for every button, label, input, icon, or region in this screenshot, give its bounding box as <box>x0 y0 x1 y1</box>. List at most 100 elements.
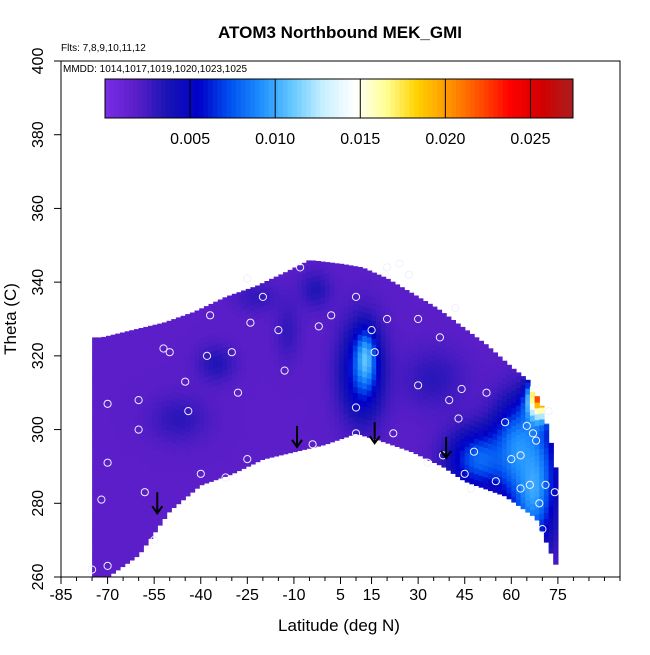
observation-point <box>501 418 510 427</box>
heatmap-cell <box>269 278 275 281</box>
heatmap-cell <box>432 397 438 404</box>
heatmap-cell <box>469 407 475 414</box>
heatmap-cell <box>120 489 126 497</box>
heatmap-cell <box>329 323 335 331</box>
heatmap-cell <box>106 570 112 577</box>
heatmap-cell <box>334 263 340 270</box>
heatmap-cell <box>478 357 484 364</box>
heatmap-cell <box>292 398 298 405</box>
heatmap-cell <box>399 377 405 384</box>
heatmap-cell <box>96 476 102 484</box>
heatmap-cell <box>129 495 135 502</box>
heatmap-cell <box>311 388 317 395</box>
heatmap-cell <box>185 431 191 438</box>
heatmap-cell <box>502 448 508 455</box>
heatmap-cell <box>325 343 331 350</box>
heatmap-cell <box>208 475 214 482</box>
heatmap-cell <box>259 447 266 455</box>
heatmap-cell <box>529 397 536 404</box>
heatmap-cell <box>166 320 172 324</box>
heatmap-cell <box>287 375 293 383</box>
heatmap-cell <box>441 384 447 391</box>
heatmap-cell <box>390 415 396 422</box>
heatmap-cell <box>432 368 438 375</box>
colorbar-segment <box>348 79 354 118</box>
heatmap-cell <box>148 420 154 427</box>
heatmap-cell <box>134 533 140 540</box>
heatmap-cell <box>222 340 228 348</box>
heatmap-cell <box>464 387 470 395</box>
heatmap-cell <box>399 324 405 331</box>
heatmap-cell <box>497 381 503 389</box>
heatmap-cell <box>227 350 233 358</box>
heatmap-cell <box>390 338 396 346</box>
heatmap-cell <box>96 470 102 478</box>
heatmap-cell <box>446 358 452 365</box>
heatmap-cell <box>492 450 498 458</box>
heatmap-cell <box>92 512 98 519</box>
heatmap-cell <box>203 353 210 360</box>
heatmap-cell <box>124 551 130 558</box>
heatmap-cell <box>287 399 293 406</box>
heatmap-cell <box>203 459 210 466</box>
heatmap-cell <box>227 339 233 346</box>
observation-point <box>466 484 475 493</box>
heatmap-cell <box>478 422 484 429</box>
y-tick-label: 280 <box>30 490 47 517</box>
colorbar-segment <box>114 79 120 118</box>
heatmap-cell <box>283 406 289 413</box>
heatmap-cell <box>222 411 228 418</box>
heatmap-cell <box>399 442 405 449</box>
heatmap-cell <box>334 375 340 382</box>
heatmap-cell <box>399 406 405 414</box>
heatmap-cell <box>278 401 284 409</box>
heatmap-cell <box>227 386 233 393</box>
heatmap-cell <box>245 330 252 337</box>
heatmap-cell <box>185 389 191 397</box>
colorbar-segment <box>526 79 532 118</box>
heatmap-cell <box>520 443 526 451</box>
observation-point <box>414 314 423 324</box>
heatmap-cell <box>352 351 359 358</box>
heatmap-cell <box>283 436 289 443</box>
heatmap-cell <box>287 381 293 389</box>
heatmap-cell <box>404 426 410 433</box>
heatmap-cell <box>213 426 219 433</box>
heatmap-cell <box>287 287 293 294</box>
heatmap-cell <box>446 334 452 341</box>
heatmap-cell <box>106 523 112 530</box>
colorbar-segment <box>278 79 284 118</box>
heatmap-cell <box>292 374 298 382</box>
heatmap-cell <box>259 323 266 331</box>
heatmap-cell <box>227 421 233 429</box>
heatmap-cell <box>343 336 349 344</box>
heatmap-cell <box>161 335 168 343</box>
heatmap-cell <box>408 315 415 323</box>
heatmap-cell <box>366 278 373 285</box>
heatmap-cell <box>134 329 140 333</box>
heatmap-cell <box>543 536 550 543</box>
heatmap-cell <box>134 491 140 499</box>
heatmap-cell <box>101 411 107 419</box>
heatmap-cell <box>488 437 494 444</box>
heatmap-cell <box>366 384 373 391</box>
heatmap-cell <box>185 454 191 461</box>
heatmap-cell <box>180 346 186 353</box>
observation-point <box>383 314 392 324</box>
heatmap-cell <box>143 503 149 511</box>
heatmap-cell <box>483 370 489 378</box>
colorbar-segment <box>451 79 457 118</box>
heatmap-cell <box>166 376 172 383</box>
heatmap-cell <box>362 341 368 348</box>
heatmap-cell <box>348 411 354 419</box>
heatmap-cell <box>483 406 489 413</box>
heatmap-cell <box>199 390 205 397</box>
heatmap-cell <box>180 340 186 347</box>
heatmap-cell <box>488 384 494 391</box>
colorbar-segment <box>535 79 541 118</box>
heatmap-cell <box>152 413 158 421</box>
heatmap-cell <box>171 407 177 414</box>
heatmap-cell <box>175 338 182 345</box>
heatmap-cell <box>152 407 158 415</box>
heatmap-cell <box>259 376 266 384</box>
